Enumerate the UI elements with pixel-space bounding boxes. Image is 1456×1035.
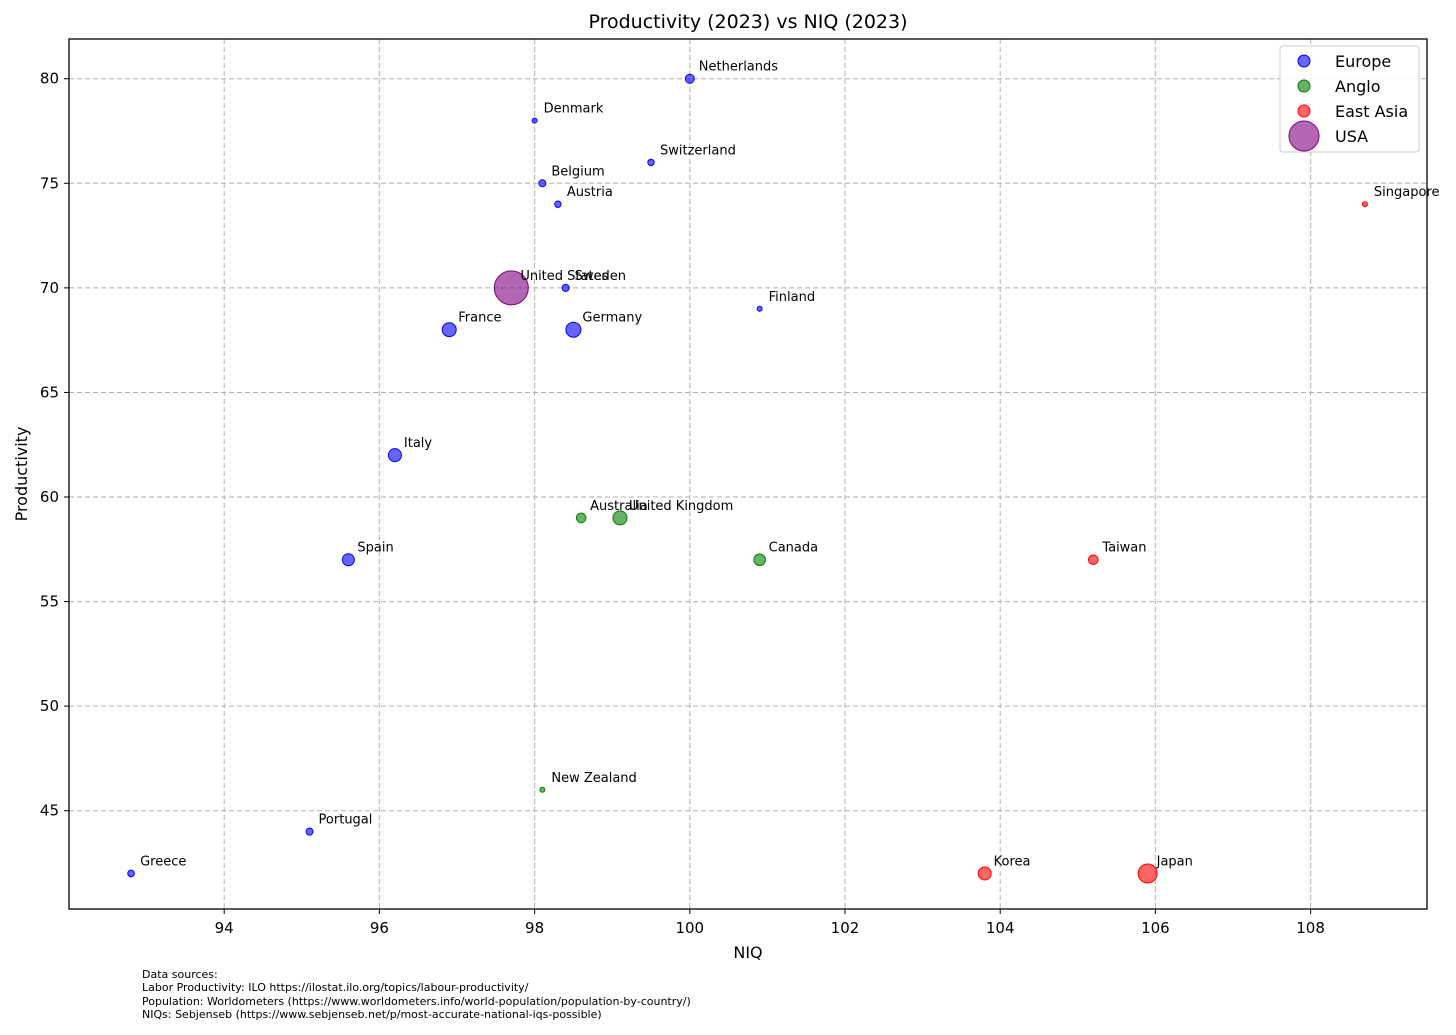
x-tick-label: 98 (525, 919, 544, 937)
footnote-line: Labor Productivity: ILO https://ilostat.… (142, 981, 529, 995)
data-label: Belgium (551, 164, 604, 179)
plot-frame (68, 38, 1428, 910)
data-point (684, 73, 695, 84)
data-point (127, 869, 135, 878)
footnote-line: Population: Worldometers (https://www.wo… (142, 994, 691, 1008)
legend-entry: Anglo (1335, 77, 1380, 96)
data-points (127, 73, 1368, 884)
x-axis-label: NIQ (733, 943, 762, 962)
data-label: Germany (582, 311, 642, 326)
data-label: Taiwan (1101, 541, 1146, 556)
data-point (554, 200, 562, 208)
data-label: Spain (357, 541, 393, 556)
data-label: Australia (590, 499, 648, 514)
y-tick-label: 45 (40, 802, 59, 820)
x-tick-label: 108 (1296, 919, 1325, 937)
data-point (1088, 554, 1099, 566)
data-point (539, 786, 546, 793)
data-label: United Kingdom (629, 499, 733, 514)
data-label: Portugal (319, 813, 373, 828)
x-tick-label: 104 (986, 919, 1015, 937)
data-point (305, 827, 314, 836)
legend-marker (1297, 79, 1311, 93)
data-label: Netherlands (699, 60, 778, 75)
data-point (1137, 863, 1158, 884)
data-point (531, 117, 538, 124)
data-label: Austria (567, 185, 613, 200)
y-tick-label: 80 (40, 70, 59, 88)
data-label: New Zealand (551, 771, 636, 786)
point-labels: Netherlands Denmark Switzerland Belgium Aust… (140, 60, 1439, 870)
legend-entry: East Asia (1335, 102, 1408, 121)
data-label: Italy (404, 436, 433, 451)
data-point (753, 553, 766, 567)
data-point (387, 448, 402, 463)
data-label: Canada (769, 541, 818, 556)
data-label: Singapore (1374, 185, 1440, 200)
data-sources-footnote: Data sources: Labor Productivity: ILO ht… (142, 968, 691, 1022)
y-tick-label: 70 (40, 279, 59, 297)
y-axis-label: Productivity (12, 427, 31, 522)
data-label: United States (520, 269, 608, 284)
data-point (575, 512, 587, 524)
data-label: Korea (994, 854, 1031, 869)
data-point (1361, 201, 1368, 208)
data-label: Finland (769, 290, 815, 305)
data-point (612, 510, 628, 526)
legend-marker (1297, 104, 1311, 118)
axis-ticks: 94 96 98 100 102 104 106 108 45 50 55 60 65 70 75 80 (40, 70, 1325, 937)
x-tick-label: 106 (1141, 919, 1170, 937)
data-point (441, 322, 457, 338)
legend-entry: USA (1335, 127, 1368, 146)
footnote-line: Data sources: (142, 968, 218, 981)
x-tick-label: 94 (215, 919, 234, 937)
x-tick-label: 96 (370, 919, 389, 937)
data-point (565, 321, 582, 338)
legend-marker (1288, 120, 1320, 152)
data-label: Sweden (575, 269, 626, 284)
footnote-line: NIQs: Sebjenseb (https://www.sebjenseb.n… (142, 1008, 602, 1022)
x-tick-label: 102 (831, 919, 860, 937)
data-point (756, 305, 763, 312)
y-tick-label: 55 (40, 593, 59, 611)
legend-entry: Europe (1335, 52, 1391, 71)
data-point (341, 553, 355, 567)
x-tick-label: 100 (675, 919, 704, 937)
data-point (538, 179, 547, 188)
scatter-chart: Productivity (2023) vs NIQ (2023) Nether… (12, 11, 1440, 962)
data-label: France (458, 311, 501, 326)
data-point (561, 283, 570, 292)
legend: Europe Anglo East Asia USA (1279, 45, 1420, 153)
data-label: Switzerland (660, 143, 736, 158)
data-label: Japan (1156, 854, 1193, 869)
data-point (493, 270, 529, 306)
data-point (647, 158, 655, 167)
grid-lines (69, 39, 1427, 909)
data-point (977, 866, 992, 881)
y-tick-label: 50 (40, 697, 59, 715)
y-tick-label: 65 (40, 383, 59, 401)
data-label: Greece (140, 854, 186, 869)
data-label: Denmark (544, 102, 604, 117)
y-tick-label: 75 (40, 174, 59, 192)
y-tick-label: 60 (40, 488, 59, 506)
chart-title: Productivity (2023) vs NIQ (2023) (588, 11, 907, 33)
legend-marker (1297, 54, 1311, 68)
